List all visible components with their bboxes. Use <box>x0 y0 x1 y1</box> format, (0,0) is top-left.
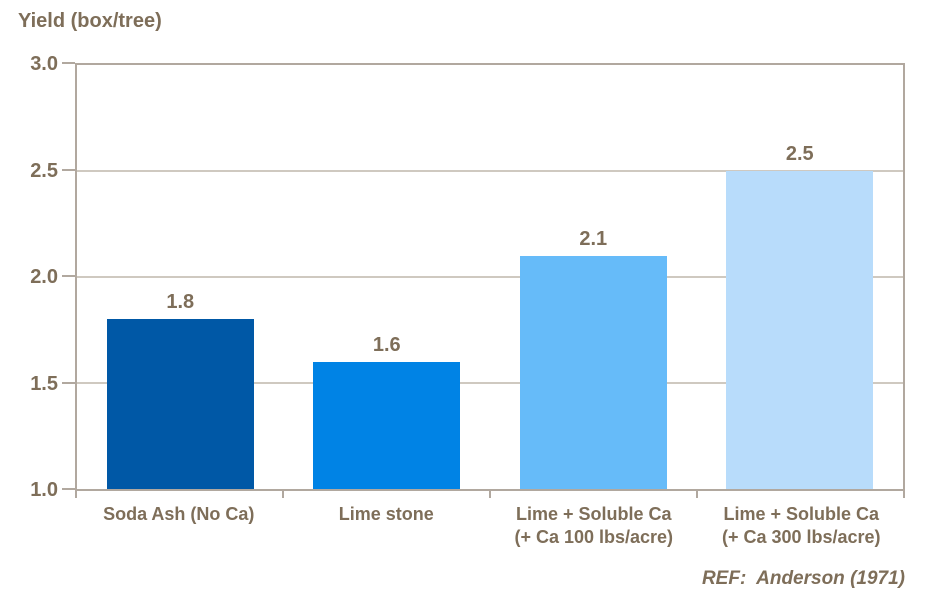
x-axis-tick <box>489 491 491 498</box>
bar-value-label: 1.6 <box>372 333 401 356</box>
x-axis-tick <box>903 491 905 498</box>
bar-slot: 1.6 <box>284 65 491 489</box>
y-axis-tick <box>62 488 75 490</box>
bar-slot: 1.8 <box>77 65 284 489</box>
bar-slot: 2.1 <box>490 65 697 489</box>
gridline <box>77 382 903 384</box>
category-label: Soda Ash (No Ca) <box>103 504 255 524</box>
y-axis-label: 1.5 <box>30 372 58 395</box>
bar-slots: 1.8 1.6 2.1 2.5 <box>77 65 903 489</box>
y-axis-label: 2.0 <box>30 266 58 288</box>
x-axis-tick <box>696 491 698 498</box>
bar <box>726 171 874 489</box>
bar <box>106 319 254 489</box>
category-label: Lime + Soluble Ca (+ Ca 100 lbs/acre) <box>514 504 674 548</box>
category-label: Lime + Soluble Ca (+ Ca 300 lbs/acre) <box>721 504 881 548</box>
bar-value-label: 2.5 <box>785 143 814 165</box>
plot-area: 1.8 1.6 2.1 2.5 <box>75 63 905 491</box>
gridline <box>77 276 903 278</box>
x-axis-tick <box>282 491 284 498</box>
bar <box>519 255 667 489</box>
y-axis-label: 1.0 <box>30 479 58 501</box>
gridline <box>77 170 903 172</box>
chart-title: Yield (box/tree) <box>18 10 162 32</box>
y-axis-tick <box>62 275 75 277</box>
y-axis-label: 3.0 <box>30 53 58 75</box>
y-axis-label: 2.5 <box>30 159 58 182</box>
category-label: Lime stone <box>338 504 434 524</box>
bar-value-label: 2.1 <box>579 227 608 250</box>
bar <box>313 361 461 489</box>
bar-value-label: 1.8 <box>166 291 195 314</box>
y-axis-tick <box>62 381 75 384</box>
x-axis-tick <box>75 491 77 498</box>
y-axis-tick <box>62 168 75 171</box>
bar-slot: 2.5 <box>697 65 904 489</box>
y-axis-tick <box>62 62 75 64</box>
reference-note: REF: Anderson (1971) <box>701 568 905 589</box>
